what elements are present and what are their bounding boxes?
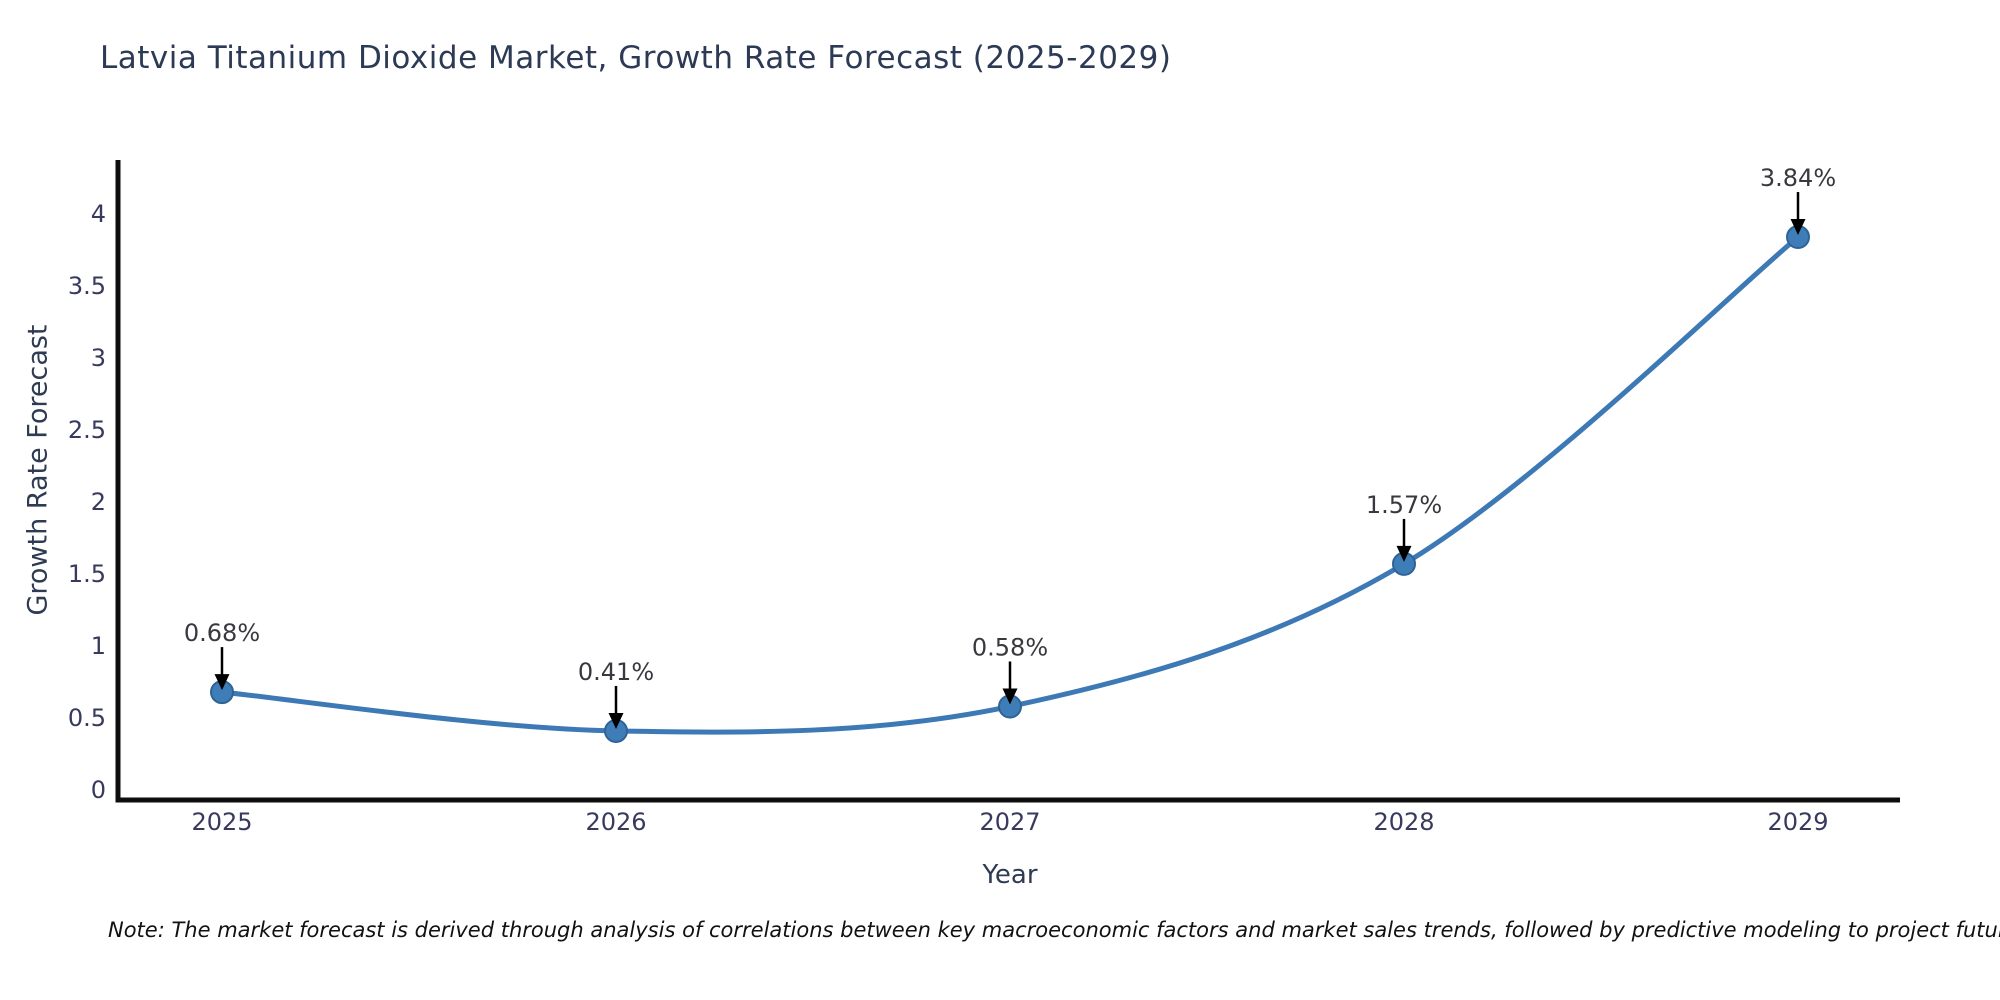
line-series — [219, 234, 1801, 735]
y-tick-label: 4 — [91, 200, 106, 228]
y-tick-label: 1 — [91, 632, 106, 660]
point-annotation: 1.57% — [1366, 491, 1442, 519]
y-tick-label: 2.5 — [68, 416, 106, 444]
x-tick-label: 2027 — [979, 808, 1040, 836]
point-annotation: 0.41% — [578, 658, 654, 686]
chart-title: Latvia Titanium Dioxide Market, Growth R… — [100, 40, 1172, 76]
x-tick-label: 2025 — [191, 808, 252, 836]
annotation-arrowhead-icon — [214, 674, 230, 691]
y-tick-label: 1.5 — [68, 560, 106, 588]
x-tick-label: 2026 — [585, 808, 646, 836]
annotation-arrowhead-icon — [1002, 688, 1018, 705]
annotation-arrowhead-icon — [608, 712, 624, 729]
point-annotation: 0.68% — [184, 619, 260, 647]
y-tick-label: 0.5 — [68, 704, 106, 732]
x-tick-label: 2029 — [1767, 808, 1828, 836]
footnote: Note: The market forecast is derived thr… — [108, 918, 2000, 942]
y-tick-label: 2 — [91, 488, 106, 516]
x-tick-label: 2028 — [1373, 808, 1434, 836]
annotation-arrowhead-icon — [1396, 545, 1412, 562]
x-axis-title: Year — [982, 860, 1038, 890]
annotation-arrowhead-icon — [1790, 219, 1806, 236]
point-annotation: 3.84% — [1760, 164, 1836, 192]
y-tick-label: 3.5 — [68, 272, 106, 300]
point-annotation: 0.58% — [972, 633, 1048, 661]
y-tick-label: 0 — [91, 776, 106, 804]
y-tick-label: 3 — [91, 344, 106, 372]
